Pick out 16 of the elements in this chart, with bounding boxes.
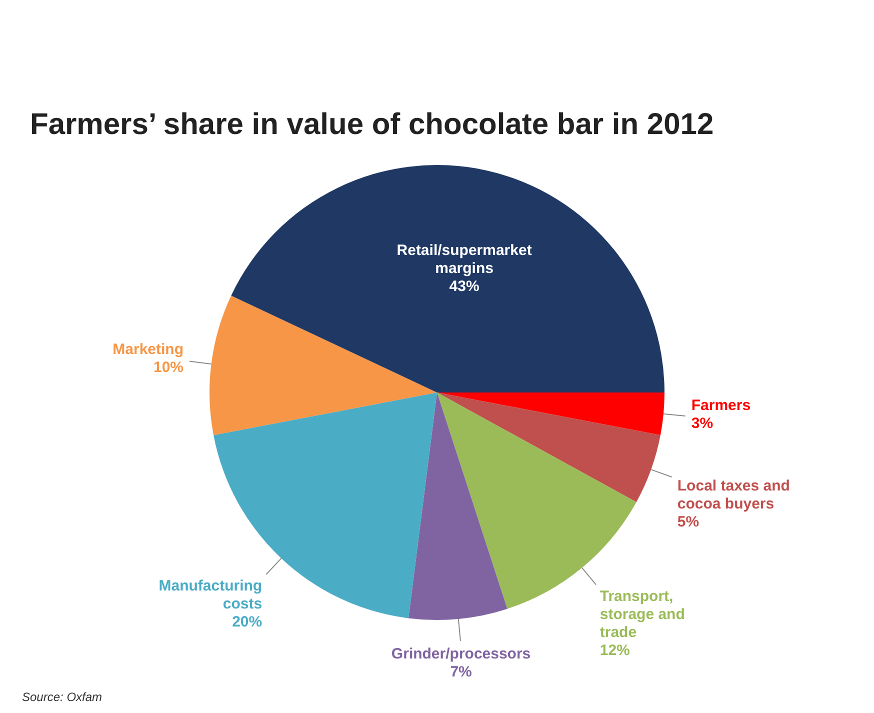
slice-label: Marketing <box>112 341 184 358</box>
data-label: 3% <box>691 415 714 432</box>
slice-label: Transport, storage and trade <box>600 588 685 642</box>
slice-label: Farmers <box>691 397 751 414</box>
source-note: Source: Oxfam <box>22 690 102 704</box>
data-label: 20% <box>232 613 262 630</box>
slice-label: Manufacturing costs <box>158 577 262 612</box>
data-label: 12% <box>600 642 630 660</box>
slice-label: Retail/supermarket margins <box>396 242 532 278</box>
slice-label: Grinder/processors <box>391 646 531 663</box>
data-label: 43% <box>449 278 480 296</box>
chart-title: Farmers’ share in value of chocolate bar in 2012 <box>30 108 714 142</box>
slice-label: Local taxes and cocoa buyers <box>677 478 790 513</box>
data-label: 7% <box>450 664 472 681</box>
data-label: 10% <box>153 359 184 376</box>
data-label: 5% <box>677 514 700 531</box>
